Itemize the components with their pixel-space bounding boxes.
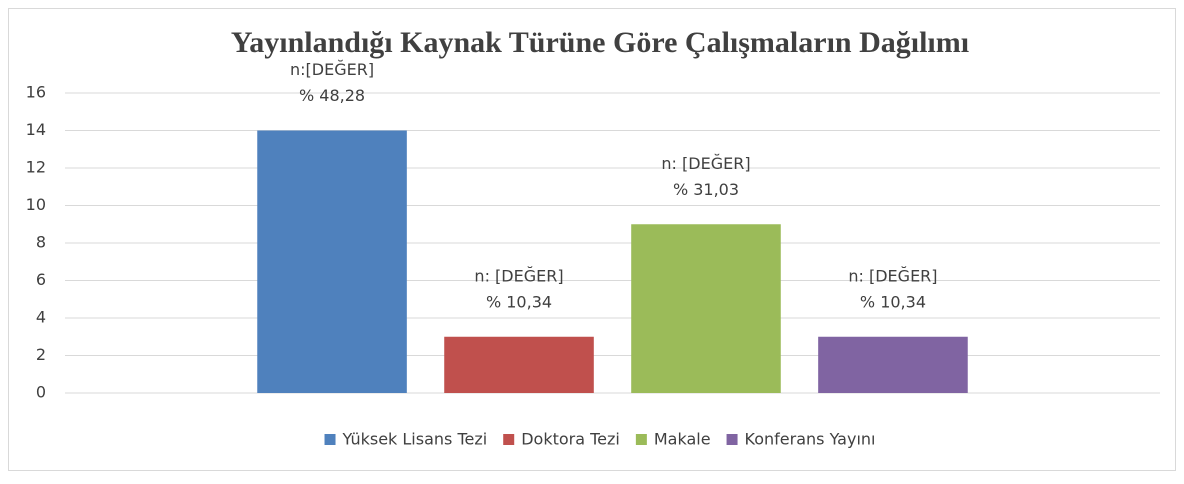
bar	[631, 224, 781, 393]
data-label: n: [DEĞER]	[661, 154, 750, 173]
chart-border	[8, 8, 1176, 471]
legend-swatch	[726, 434, 738, 445]
y-tick-label: 4	[36, 308, 46, 327]
bar	[818, 336, 968, 393]
legend-swatch	[324, 434, 336, 445]
y-tick-label: 12	[26, 158, 46, 177]
legend-label: Doktora Tezi	[521, 430, 620, 449]
data-label: % 10,34	[860, 292, 926, 311]
data-label: n: [DEĞER]	[474, 266, 563, 285]
data-label: n:[DEĞER]	[290, 60, 374, 79]
legend-label: Konferans Yayını	[745, 430, 876, 449]
legend-label: Makale	[654, 430, 711, 449]
bar	[257, 130, 407, 393]
y-tick-label: 0	[36, 383, 46, 402]
y-tick-label: 6	[36, 270, 46, 289]
legend-swatch	[635, 434, 647, 445]
y-tick-label: 16	[26, 83, 46, 102]
bar	[444, 336, 594, 393]
data-label: % 31,03	[673, 180, 739, 199]
chart-title: Yayınlandığı Kaynak Türüne Göre Çalışmal…	[231, 26, 969, 59]
y-tick-label: 2	[36, 345, 46, 364]
legend-swatch	[503, 434, 515, 445]
y-tick-label: 8	[36, 233, 46, 252]
data-label: % 48,28	[299, 86, 365, 105]
legend-label: Yüksek Lisans Tezi	[342, 430, 488, 449]
data-label: % 10,34	[486, 292, 552, 311]
y-tick-label: 10	[26, 195, 46, 214]
data-label: n: [DEĞER]	[848, 266, 937, 285]
y-tick-label: 14	[26, 120, 46, 139]
